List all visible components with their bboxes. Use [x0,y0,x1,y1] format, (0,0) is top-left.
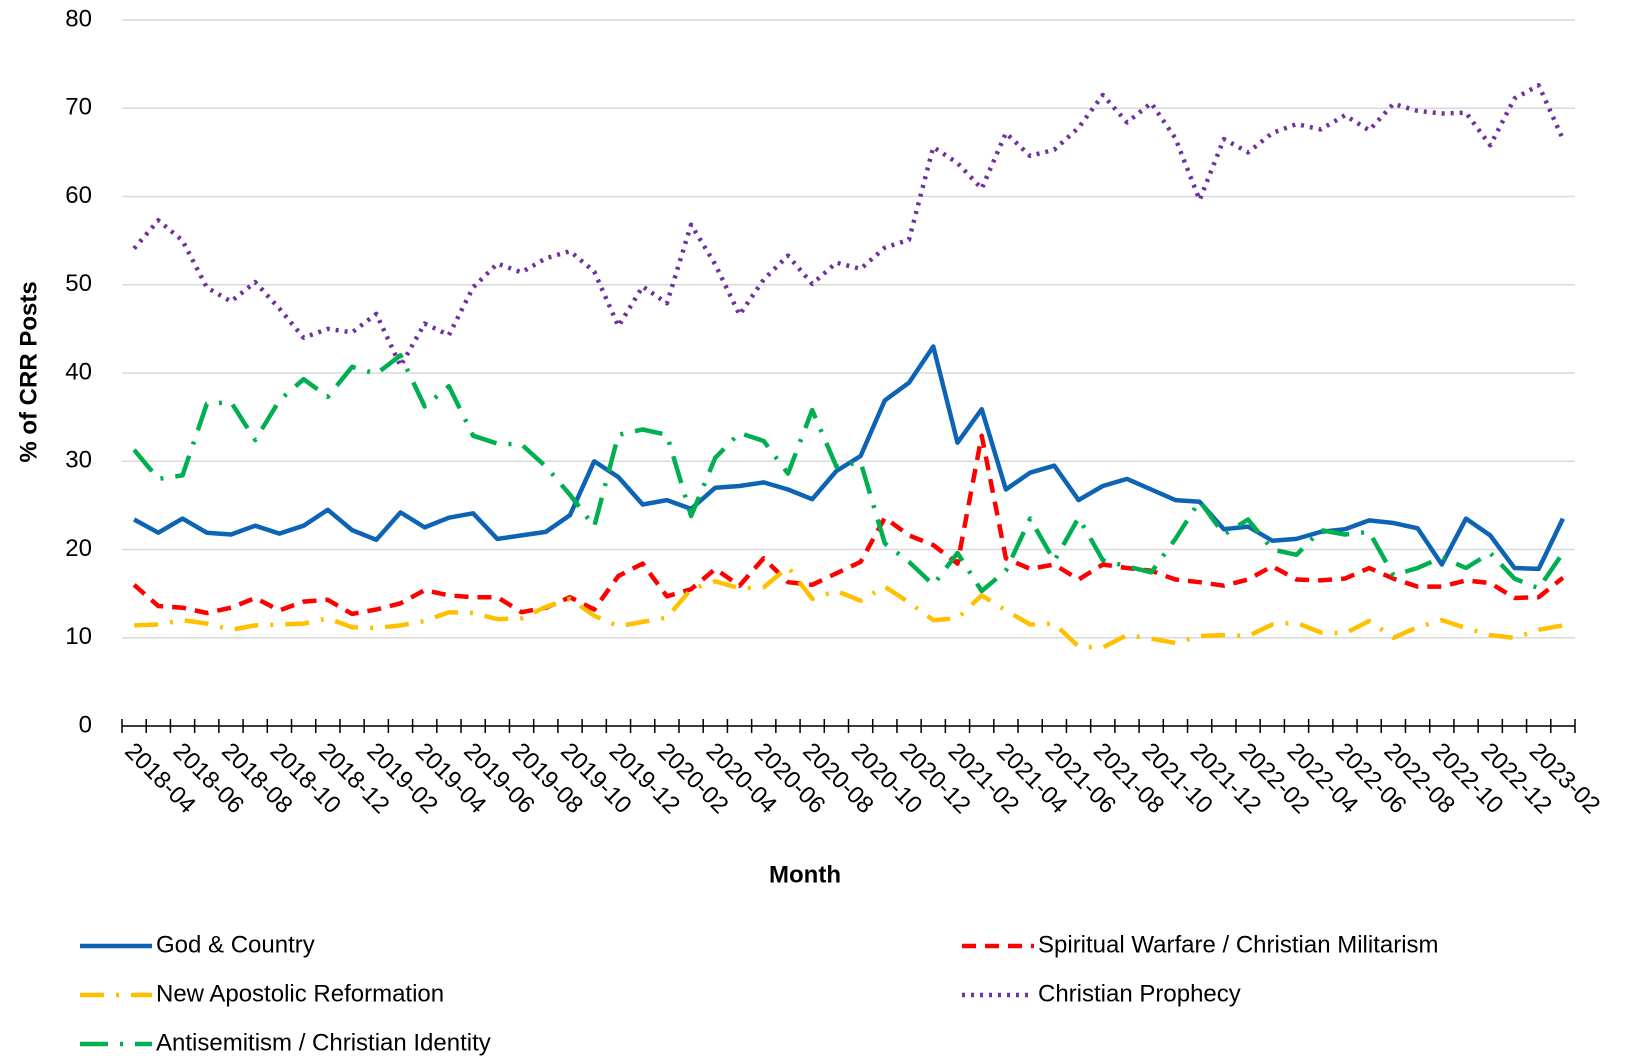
y-tick-label: 70 [65,94,92,121]
series-line [132,83,1565,369]
legend-label: Christian Prophecy [1038,980,1241,1007]
x-axis-title: Month [769,861,841,888]
y-tick-label: 30 [65,447,92,474]
y-tick-label: 40 [65,358,92,385]
y-tick-label: 20 [65,535,92,562]
series-line [134,564,1564,650]
y-tick-label: 60 [65,182,92,209]
y-tick-label: 50 [65,270,92,297]
legend-label: Spiritual Warfare / Christian Militarism [1038,931,1439,958]
legend-label: New Apostolic Reformation [156,980,444,1007]
series-line [132,433,1565,617]
series-line [132,353,1565,594]
y-tick-label: 80 [65,5,92,32]
y-tick-label: 0 [79,711,92,738]
legend-label: Antisemitism / Christian Identity [156,1029,491,1056]
y-tick-label: 10 [65,623,92,650]
y-axis-title: % of CRR Posts [15,281,42,462]
legend-label: God & Country [156,931,315,958]
